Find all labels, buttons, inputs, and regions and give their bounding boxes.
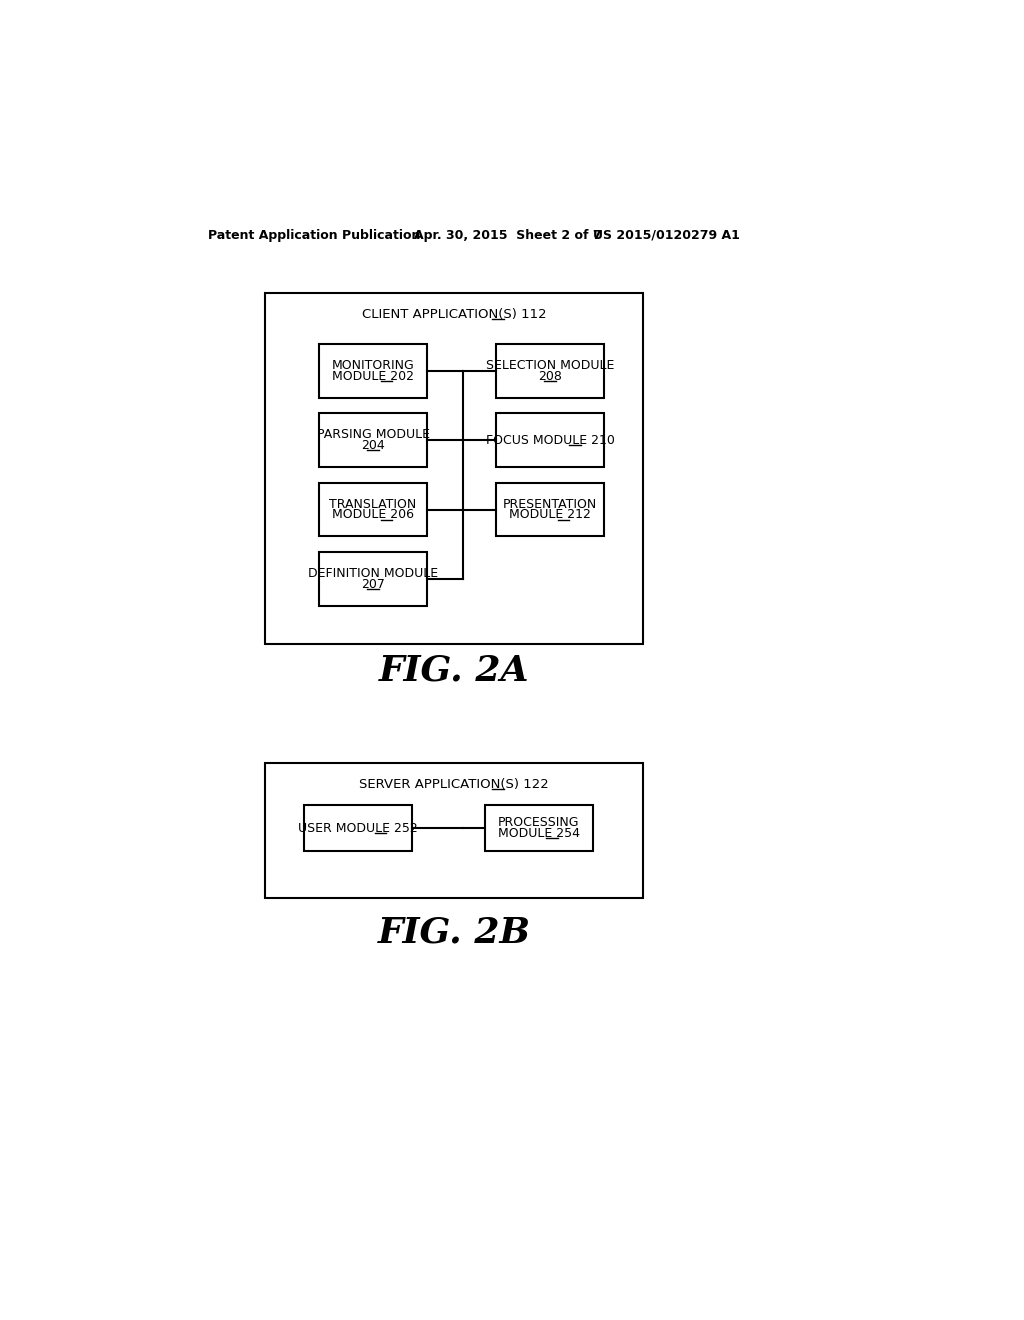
Text: SELECTION MODULE: SELECTION MODULE	[486, 359, 614, 372]
Text: Patent Application Publication: Patent Application Publication	[208, 228, 420, 242]
Text: US 2015/0120279 A1: US 2015/0120279 A1	[593, 228, 739, 242]
Text: PROCESSING: PROCESSING	[498, 816, 580, 829]
Bar	[265, 763, 643, 898]
Bar	[319, 552, 427, 606]
Bar	[265, 293, 643, 644]
Text: CLIENT APPLICATION(S) 112: CLIENT APPLICATION(S) 112	[361, 308, 546, 321]
Text: TRANSLATION: TRANSLATION	[330, 498, 417, 511]
Bar	[497, 483, 604, 536]
Text: FOCUS MODULE 210: FOCUS MODULE 210	[485, 434, 614, 446]
Text: SERVER APPLICATION(S) 122: SERVER APPLICATION(S) 122	[359, 777, 549, 791]
Text: 208: 208	[539, 370, 562, 383]
Text: MODULE 254: MODULE 254	[498, 828, 580, 841]
Bar	[484, 805, 593, 851]
Text: MODULE 202: MODULE 202	[332, 370, 414, 383]
Text: PRESENTATION: PRESENTATION	[503, 498, 597, 511]
Text: FIG. 2B: FIG. 2B	[378, 915, 530, 949]
Text: Apr. 30, 2015  Sheet 2 of 7: Apr. 30, 2015 Sheet 2 of 7	[414, 228, 601, 242]
Text: 204: 204	[361, 440, 385, 453]
Text: USER MODULE 252: USER MODULE 252	[298, 822, 418, 834]
Bar	[319, 345, 427, 397]
Bar	[304, 805, 412, 851]
Text: DEFINITION MODULE: DEFINITION MODULE	[308, 566, 438, 579]
Text: MODULE 206: MODULE 206	[332, 508, 414, 521]
Text: PARSING MODULE: PARSING MODULE	[316, 428, 430, 441]
Bar	[497, 413, 604, 467]
Text: FIG. 2A: FIG. 2A	[379, 653, 529, 688]
Bar	[319, 483, 427, 536]
Text: MONITORING: MONITORING	[332, 359, 415, 372]
Bar	[319, 413, 427, 467]
Text: 207: 207	[361, 578, 385, 591]
Bar	[497, 345, 604, 397]
Text: MODULE 212: MODULE 212	[509, 508, 591, 521]
